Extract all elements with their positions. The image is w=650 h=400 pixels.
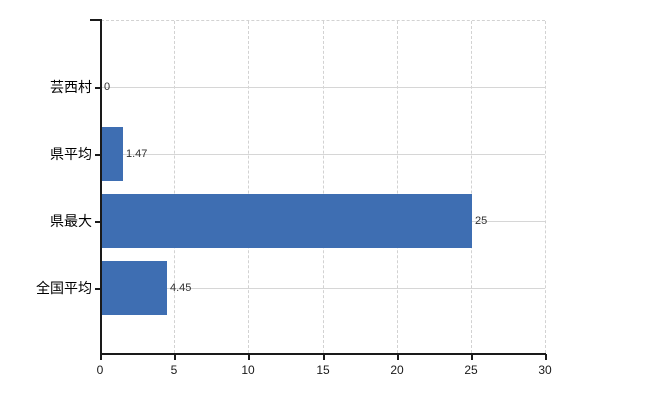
bar [101, 194, 472, 248]
category-label: 芸西村 [50, 79, 92, 95]
plot-top-border [101, 20, 545, 21]
gridline-vertical [397, 21, 398, 353]
gridline-vertical [248, 21, 249, 353]
x-tick [323, 354, 325, 360]
category-label: 県最大 [50, 213, 92, 229]
x-axis [100, 353, 546, 355]
gridline-horizontal [101, 288, 545, 289]
y-tick [95, 154, 100, 156]
x-tick [397, 354, 399, 360]
x-tick-label: 0 [96, 363, 104, 377]
x-tick-label: 15 [316, 363, 330, 377]
gridline-horizontal [101, 154, 545, 155]
y-axis [100, 19, 102, 353]
y-tick [95, 221, 100, 223]
bar [101, 261, 167, 315]
x-tick [248, 354, 250, 360]
bar-value-label: 4.45 [170, 282, 192, 294]
bar-value-label: 1.47 [126, 148, 148, 160]
gridline-vertical [471, 21, 472, 353]
category-label: 全国平均 [36, 280, 92, 296]
x-tick [545, 354, 547, 360]
bar-value-label: 0 [104, 81, 111, 93]
gridline-vertical [545, 21, 546, 353]
category-label: 県平均 [50, 146, 92, 162]
x-tick-label: 20 [390, 363, 404, 377]
y-tick [95, 288, 100, 290]
x-tick-label: 30 [538, 363, 552, 377]
y-axis-top-tick [90, 19, 100, 21]
x-tick-label: 25 [464, 363, 478, 377]
bar [101, 127, 123, 181]
gridline-horizontal [101, 87, 545, 88]
x-tick [174, 354, 176, 360]
x-tick-label: 10 [241, 363, 255, 377]
x-tick [471, 354, 473, 360]
gridline-vertical [323, 21, 324, 353]
gridline-vertical [174, 21, 175, 353]
x-tick-label: 5 [170, 363, 178, 377]
x-tick [100, 354, 102, 360]
bar-value-label: 25 [475, 215, 488, 227]
y-tick [95, 87, 100, 89]
